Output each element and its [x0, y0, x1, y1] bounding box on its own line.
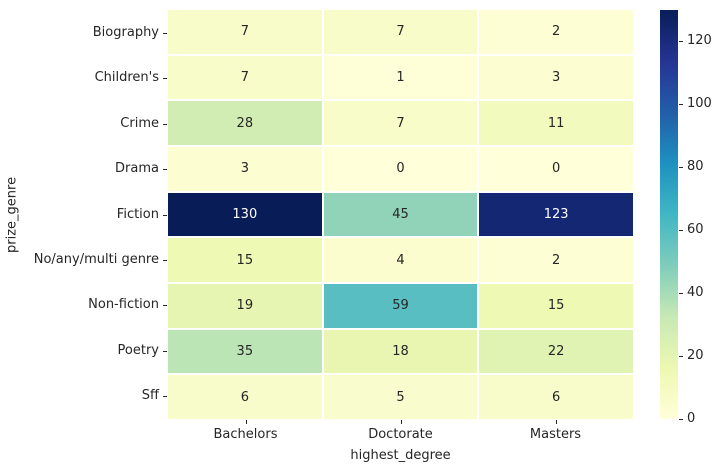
heatmap-cell: 7	[168, 55, 322, 100]
heatmap-cell: 7	[323, 10, 478, 54]
colorbar-tick-mark	[679, 293, 683, 295]
heatmap-cell: 35	[168, 329, 322, 374]
y-tick-mark	[163, 305, 167, 307]
heatmap-cell: 59	[323, 284, 478, 328]
heatmap-cell: 6	[168, 375, 322, 419]
heatmap-cell: 0	[323, 147, 478, 191]
x-tick-mark	[245, 420, 247, 424]
colorbar-tick-mark	[679, 356, 683, 358]
colorbar-tick-label: 60	[687, 222, 704, 238]
y-tick-label: Biography	[92, 24, 159, 40]
heatmap-cell: 3	[168, 147, 322, 191]
heatmap-cell: 0	[479, 147, 633, 191]
x-axis-tick-labels: Bachelors Doctorate Masters	[168, 427, 633, 442]
colorbar-gradient	[660, 10, 678, 419]
heatmap-cell: 15	[168, 238, 322, 282]
x-tick-label: Doctorate	[368, 427, 433, 442]
y-tick-mark	[163, 214, 167, 216]
y-tick-label: Children's	[94, 70, 159, 86]
colorbar-tick-label: 120	[687, 33, 712, 49]
heatmap-cell: 5	[323, 375, 478, 419]
colorbar-tick-mark	[679, 104, 683, 106]
heatmap-cell: 123	[479, 192, 633, 237]
colorbar-tick-label: 100	[687, 96, 712, 112]
heatmap-cell: 7	[168, 10, 322, 54]
heatmap-cell: 130	[168, 192, 322, 237]
y-tick-mark	[163, 396, 167, 398]
y-tick-label: Poetry	[117, 342, 159, 358]
heatmap-cell: 4	[323, 238, 478, 282]
y-tick-label: No/any/multi genre	[33, 251, 159, 267]
y-tick-label: Sff	[141, 388, 159, 404]
heatmap-cell: 22	[479, 329, 633, 374]
heatmap-cell: 11	[479, 101, 633, 145]
y-tick-mark	[163, 259, 167, 261]
heatmap-cell: 1	[323, 55, 478, 100]
heatmap-cell: 3	[479, 55, 633, 100]
x-tick-mark	[555, 420, 557, 424]
x-tick-mark	[400, 420, 402, 424]
y-tick-mark	[163, 123, 167, 125]
colorbar-tick-label: 80	[687, 159, 704, 175]
colorbar-tick-mark	[679, 230, 683, 232]
heatmap-cell: 7	[323, 101, 478, 145]
y-tick-mark	[163, 78, 167, 80]
y-tick-label: Crime	[120, 115, 159, 131]
y-tick-label: Drama	[115, 161, 159, 177]
y-tick-label: Fiction	[116, 206, 159, 222]
colorbar-tick-mark	[679, 41, 683, 43]
x-axis-label: highest_degree	[350, 448, 451, 463]
heatmap-cell: 19	[168, 284, 322, 328]
heatmap-cell: 18	[323, 329, 478, 374]
heatmap-cell: 6	[479, 375, 633, 419]
colorbar-tick-label: 40	[687, 285, 704, 301]
heatmap-cell: 45	[323, 192, 478, 237]
heatmap-cell: 2	[479, 238, 633, 282]
colorbar-tick-label: 20	[687, 348, 704, 364]
x-tick-label: Masters	[529, 427, 582, 442]
heatmap-cell: 15	[479, 284, 633, 328]
heatmap-cell: 2	[479, 10, 633, 54]
heatmap-grid: 7 7 2 7 1 3 28 7 11 3 0 0 130 45 123 15 4 2 19 59 15 35 18 22 6 5…	[168, 10, 633, 419]
y-tick-mark	[163, 350, 167, 352]
colorbar-tick-mark	[679, 419, 683, 420]
colorbar-tick-mark	[679, 167, 683, 169]
colorbar-tick-label: 0	[687, 411, 696, 426]
x-tick-label: Bachelors	[213, 427, 278, 442]
y-tick-mark	[163, 169, 167, 171]
y-tick-label: Non-fiction	[88, 297, 159, 313]
y-tick-mark	[163, 32, 167, 34]
heatmap-cell: 28	[168, 101, 322, 145]
